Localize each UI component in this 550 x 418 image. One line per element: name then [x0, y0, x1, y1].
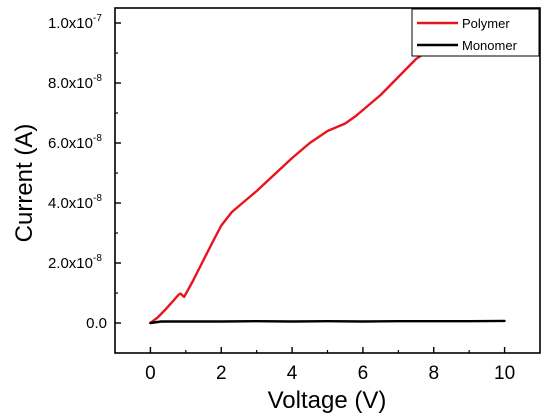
legend-label-monomer: Monomer [462, 38, 518, 53]
y-tick-label: 2.0x10 [48, 255, 93, 272]
x-tick-label: 10 [494, 363, 515, 384]
x-tick-label: 6 [358, 363, 369, 384]
legend: Polymer Monomer [411, 8, 540, 57]
y-tick-label: 6.0x10 [48, 135, 93, 152]
y-tick-label: 0.0 [86, 315, 107, 332]
y-tick-label: 4.0x10 [48, 195, 93, 212]
x-tick-label: 2 [216, 363, 227, 384]
y-tick-exponent: -8 [93, 133, 102, 144]
x-tick-label: 4 [287, 363, 298, 384]
y-tick-exponent: -8 [93, 253, 102, 264]
x-axis-ticks: 0 2 4 6 8 10 [145, 347, 515, 384]
series-line-monomer [149, 319, 506, 325]
x-tick-label: 0 [145, 363, 156, 384]
legend-box [411, 8, 540, 57]
y-axis-title: Current (A) [11, 124, 38, 243]
y-tick-exponent: -8 [93, 73, 102, 84]
plot-frame [114, 7, 541, 354]
x-axis-title: Voltage (V) [268, 387, 387, 414]
series-line-polymer [149, 33, 453, 325]
data-series [149, 33, 506, 325]
y-tick-label: 8.0x10 [48, 75, 93, 92]
y-tick-exponent: -7 [93, 13, 102, 24]
x-tick-label: 8 [428, 363, 439, 384]
y-tick-label: 1.0x10 [48, 15, 93, 32]
y-axis-ticks: 0.02.0x10 -84.0x10 -86.0x10 -88.0x10 -81.0x1… [48, 13, 121, 332]
legend-label-polymer: Polymer [462, 16, 510, 31]
y-tick-exponent: -8 [93, 193, 102, 204]
